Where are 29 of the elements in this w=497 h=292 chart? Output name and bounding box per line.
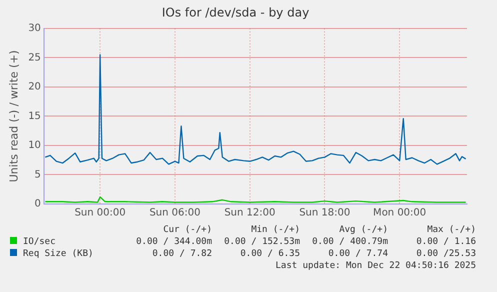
text: 0.00 / 344.00m — [135, 236, 212, 248]
text: Last update: Mon Dec 22 04:50:16 2025 — [274, 260, 476, 272]
chart-title: IOs for /dev/sda - by day — [162, 5, 310, 20]
y-tick-label: 5 — [34, 169, 41, 180]
text: 0.00 / 400.79m — [311, 236, 388, 248]
y-tick-label: 10 — [28, 140, 41, 152]
y-tick-label: 15 — [28, 110, 41, 122]
text: 0.00 / 7.74 — [327, 248, 388, 260]
text: 0.00 / 152.53m — [223, 236, 300, 248]
y-tick-label: 0 — [34, 198, 41, 210]
legend-label: Req Size (KB) — [23, 249, 94, 259]
x-tick-label: Sun 18:00 — [299, 208, 350, 219]
x-tick-label: Sun 12:00 — [224, 208, 276, 219]
text: Min (-/+) — [250, 224, 300, 236]
text: Max (-/+) — [426, 224, 476, 236]
text: 0.00 /25.53 — [415, 248, 476, 260]
y-tick-label: 20 — [28, 82, 41, 93]
x-tick-label: Mon 00:00 — [373, 208, 426, 219]
x-tick-label: Sun 00:00 — [74, 208, 126, 219]
text: Cur (-/+) — [162, 224, 212, 236]
y-axis-title: Units read (-) / write (+) — [7, 50, 20, 182]
y-tick-label: 25 — [28, 52, 41, 64]
text: 0.00 / 7.82 — [151, 248, 212, 260]
legend-label: IO/sec — [23, 237, 56, 247]
text: Avg (-/+) — [338, 224, 388, 236]
y-tick-label: 30 — [28, 22, 41, 34]
text: 0.00 / 6.35 — [239, 248, 300, 260]
x-tick-label: Sun 06:00 — [149, 208, 200, 219]
text: 0.00 / 1.16 — [415, 236, 476, 248]
